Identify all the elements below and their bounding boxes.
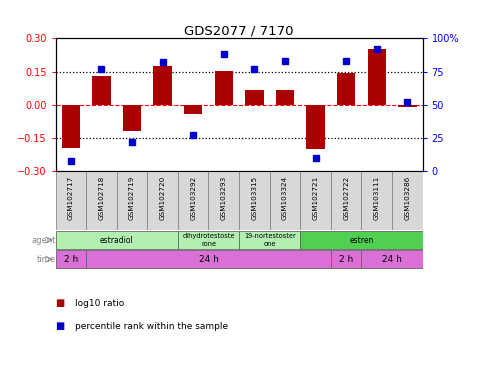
Bar	[361, 250, 423, 268]
Text: 24 h: 24 h	[382, 255, 402, 264]
Text: one: one	[263, 241, 276, 247]
Text: GSM102720: GSM102720	[159, 176, 166, 220]
Bar	[245, 91, 264, 105]
Bar	[56, 250, 86, 268]
Text: GSM103286: GSM103286	[404, 176, 411, 220]
Bar	[239, 171, 270, 230]
Text: percentile rank within the sample: percentile rank within the sample	[75, 322, 228, 331]
Bar	[392, 171, 423, 230]
Bar	[154, 66, 172, 105]
Bar	[214, 71, 233, 105]
Text: GSM102722: GSM102722	[343, 176, 349, 220]
Bar	[331, 250, 361, 268]
Text: log10 ratio: log10 ratio	[75, 299, 124, 308]
Bar	[368, 50, 386, 105]
Text: rone: rone	[201, 241, 216, 247]
Text: estradiol: estradiol	[100, 235, 134, 245]
Text: GSM103315: GSM103315	[251, 176, 257, 220]
Bar	[92, 76, 111, 105]
Bar	[239, 231, 300, 249]
Bar	[300, 231, 423, 249]
Text: GSM103111: GSM103111	[374, 176, 380, 220]
Bar	[306, 105, 325, 149]
Text: GSM103293: GSM103293	[221, 176, 227, 220]
Bar	[331, 171, 361, 230]
Bar	[86, 171, 117, 230]
Bar	[184, 105, 202, 114]
Bar	[56, 171, 86, 230]
Text: 19-nortestoster: 19-nortestoster	[244, 233, 296, 239]
Text: GSM102717: GSM102717	[68, 176, 74, 220]
Text: ■: ■	[56, 321, 65, 331]
Bar	[270, 171, 300, 230]
Bar	[178, 231, 239, 249]
Text: GSM102721: GSM102721	[313, 176, 319, 220]
Bar	[178, 171, 209, 230]
Text: GSM103324: GSM103324	[282, 176, 288, 220]
Text: time: time	[37, 255, 56, 264]
Bar	[209, 171, 239, 230]
Bar	[300, 171, 331, 230]
Text: agent: agent	[31, 235, 56, 245]
Text: 24 h: 24 h	[199, 255, 218, 264]
Bar	[62, 105, 80, 148]
Bar	[276, 91, 294, 105]
Text: 2 h: 2 h	[64, 255, 78, 264]
Bar	[147, 171, 178, 230]
Bar	[56, 231, 178, 249]
Bar	[361, 171, 392, 230]
Text: GSM102719: GSM102719	[129, 176, 135, 220]
Bar	[337, 73, 355, 105]
Text: GSM102718: GSM102718	[99, 176, 104, 220]
Bar	[123, 105, 141, 131]
Title: GDS2077 / 7170: GDS2077 / 7170	[185, 24, 294, 37]
Bar	[117, 171, 147, 230]
Text: GSM103292: GSM103292	[190, 176, 196, 220]
Text: dihydrotestoste: dihydrotestoste	[182, 233, 235, 239]
Text: estren: estren	[349, 235, 374, 245]
Bar	[86, 250, 331, 268]
Bar	[398, 105, 416, 107]
Text: ■: ■	[56, 298, 65, 308]
Text: 2 h: 2 h	[339, 255, 353, 264]
